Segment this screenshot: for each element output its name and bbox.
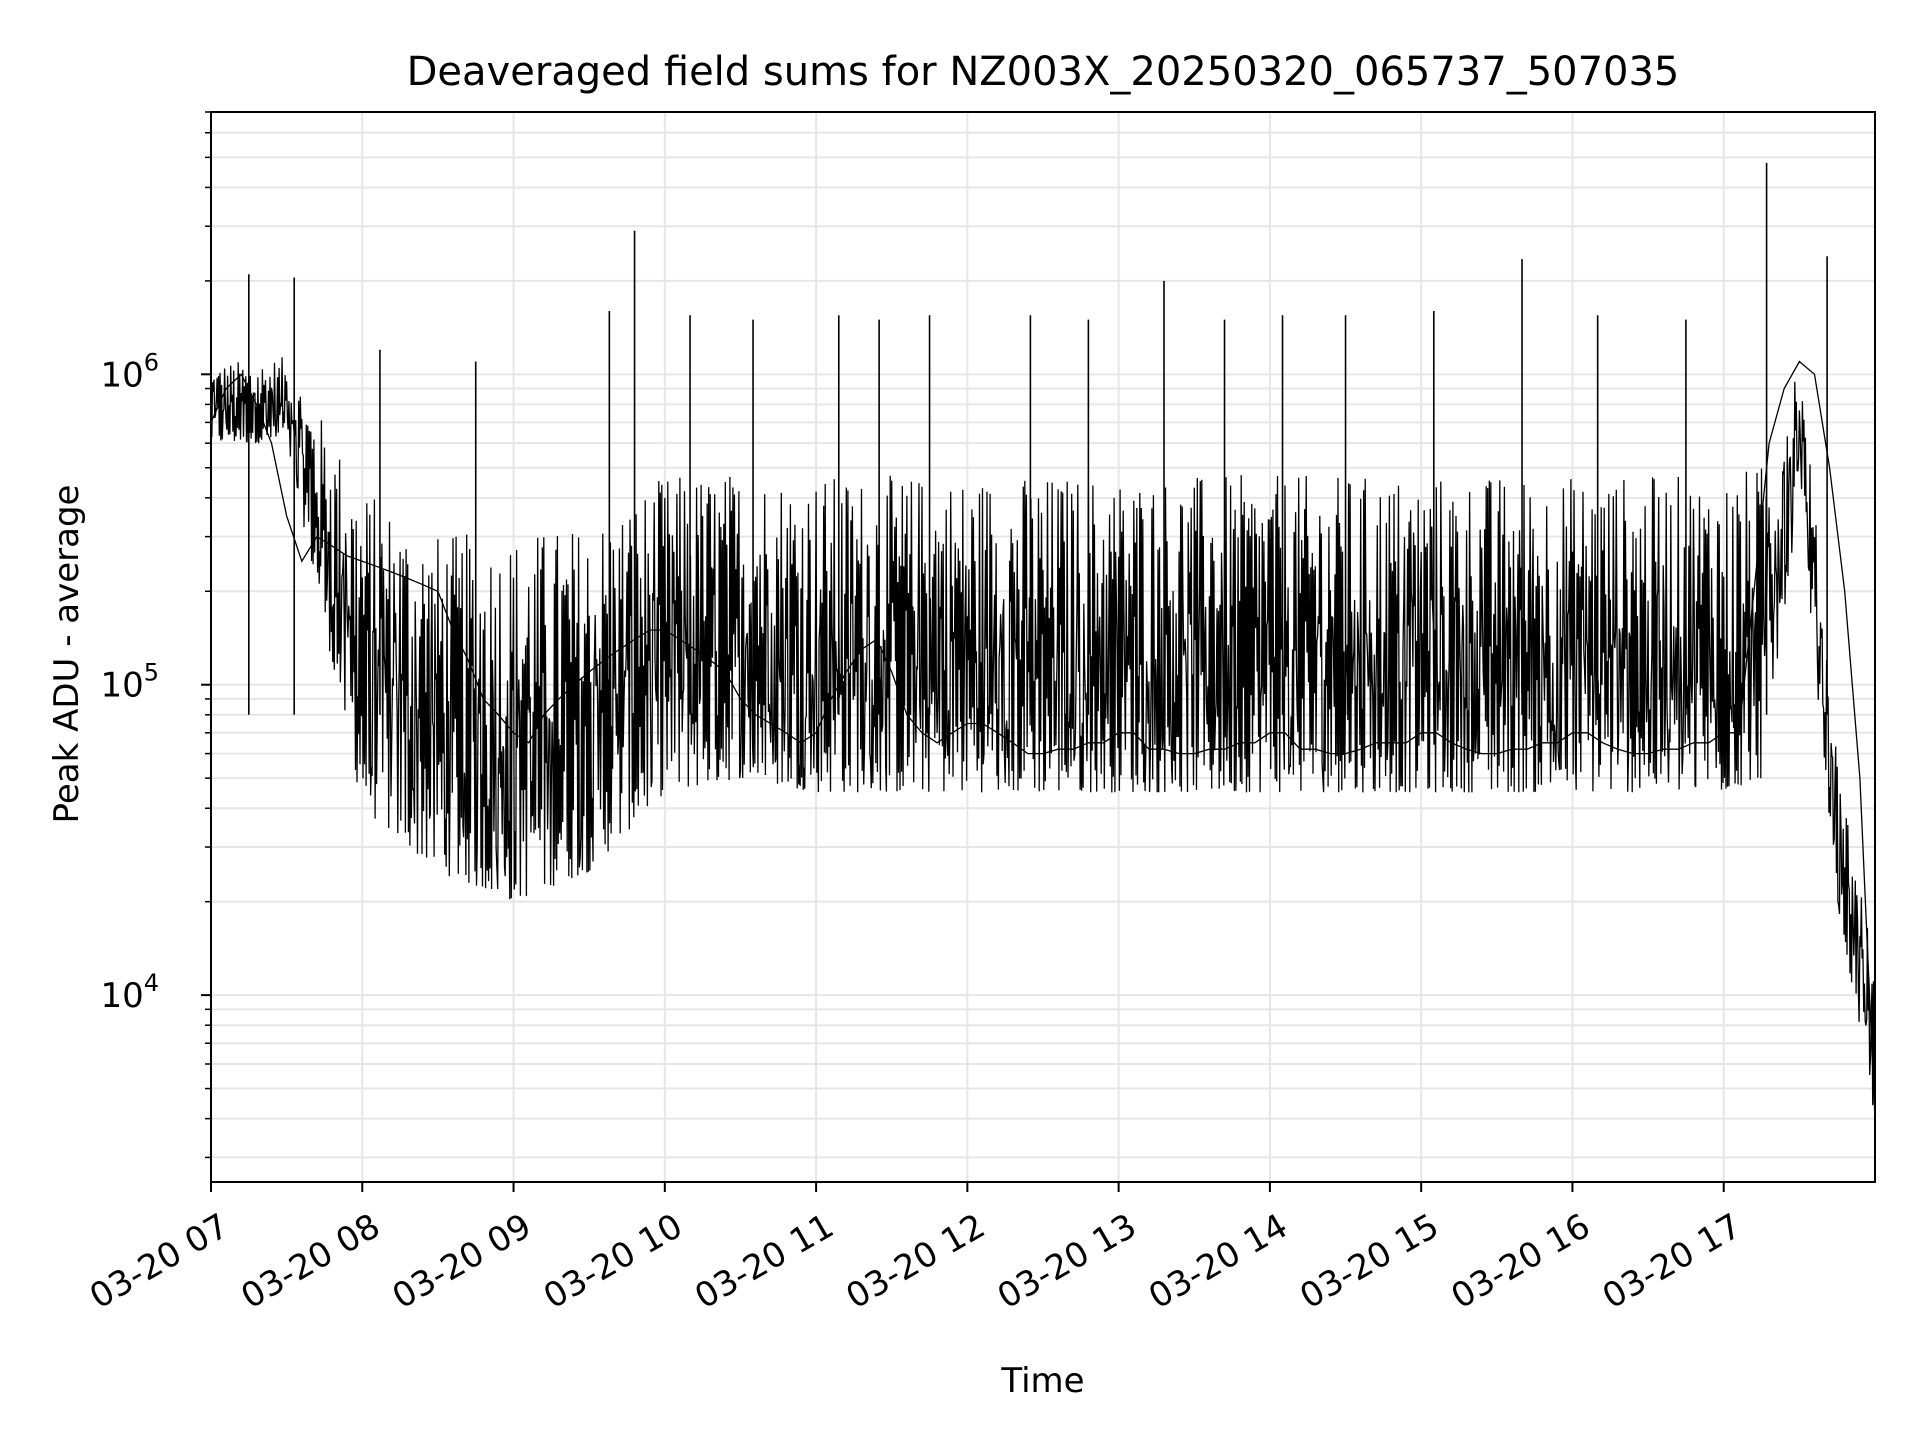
y-tick-base: 10: [100, 976, 143, 1016]
x-axis-label: Time: [1000, 1361, 1084, 1401]
y-axis-label: Peak ADU - average: [47, 485, 87, 824]
y-tick-exponent: 6: [144, 348, 159, 376]
y-tick-label: 106: [100, 348, 159, 395]
data-line: [210, 162, 1876, 1119]
y-tick-base: 10: [100, 355, 143, 395]
y-tick-exponent: 4: [144, 969, 159, 997]
y-tick-label: 105: [100, 659, 159, 706]
chart-title: Deaveraged field sums for NZ003X_2025032…: [407, 49, 1680, 95]
y-tick-label: 104: [100, 969, 159, 1016]
series-line: [210, 360, 1876, 1119]
y-tick-exponent: 5: [144, 659, 159, 687]
plot-frame: [210, 111, 1876, 1183]
y-tick-base: 10: [100, 666, 143, 706]
